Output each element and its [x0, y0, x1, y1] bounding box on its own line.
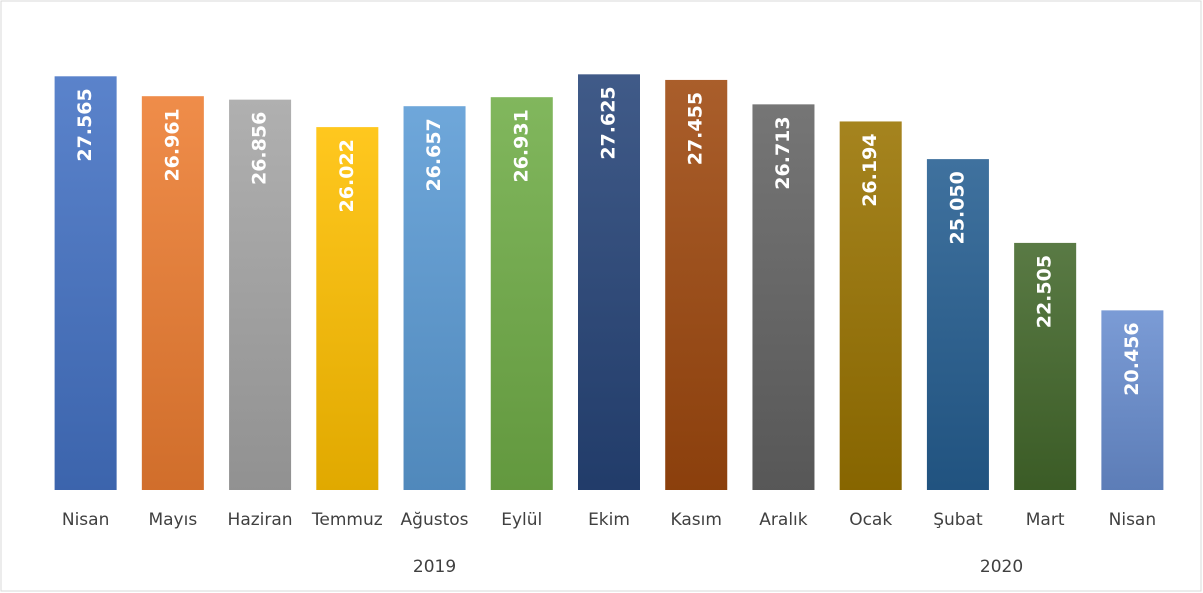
value-label: 26.713	[772, 116, 794, 189]
x-tick-label: Eylül	[501, 510, 542, 530]
value-label: 20.456	[1121, 322, 1143, 395]
x-tick-label: Kasım	[671, 510, 722, 530]
bar-sheen	[839, 121, 902, 490]
x-tick-label: Nisan	[1109, 510, 1157, 530]
value-label: 26.022	[336, 139, 358, 212]
bar-sheen	[926, 159, 989, 490]
group-label: 2019	[413, 557, 456, 577]
bar-sheen	[316, 127, 379, 490]
bar-sheen	[752, 104, 815, 490]
bar-sheen	[1101, 310, 1164, 490]
bar-sheen	[1014, 242, 1077, 490]
x-tick-label: Nisan	[62, 510, 110, 530]
bar-sheen	[578, 74, 640, 490]
bar-sheen	[403, 106, 466, 490]
x-tick-label: Ekim	[588, 510, 630, 530]
value-label: 25.050	[946, 171, 968, 244]
value-label: 26.931	[510, 109, 532, 182]
value-label: 27.565	[74, 88, 96, 161]
x-tick-label: Temmuz	[311, 510, 383, 530]
x-tick-label: Haziran	[228, 510, 293, 530]
x-tick-label: Aralık	[759, 510, 807, 530]
group-label: 2020	[980, 557, 1023, 577]
value-label: 26.657	[423, 118, 445, 191]
x-tick-label: Ocak	[849, 510, 892, 530]
bar-sheen	[490, 97, 553, 491]
x-tick-label: Şubat	[933, 510, 983, 530]
x-tick-label: Mayıs	[148, 510, 197, 530]
bar-sheen	[665, 79, 728, 490]
value-label: 26.961	[161, 108, 183, 181]
value-label: 27.625	[598, 86, 620, 159]
value-label: 22.505	[1034, 255, 1056, 328]
x-tick-label: Mart	[1026, 510, 1065, 530]
bar-sheen	[229, 99, 292, 490]
bar-sheen	[141, 96, 204, 490]
x-tick-label: Ağustos	[401, 510, 469, 530]
value-label: 26.194	[859, 133, 881, 206]
value-label: 26.856	[249, 112, 271, 185]
value-label: 27.455	[685, 92, 707, 165]
bar-sheen	[54, 76, 117, 491]
